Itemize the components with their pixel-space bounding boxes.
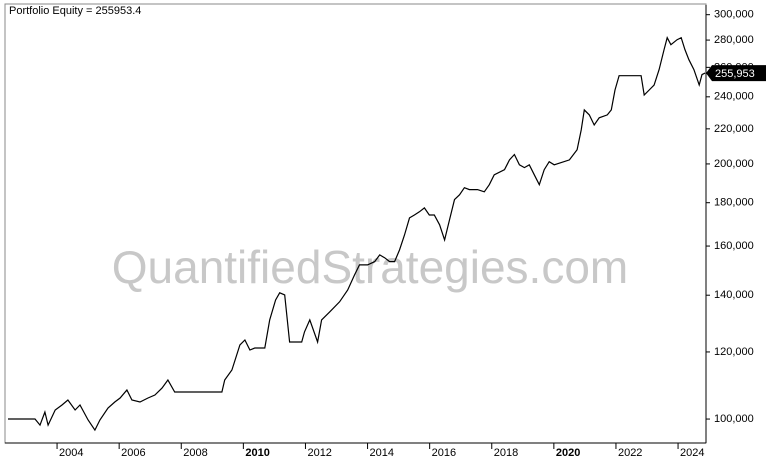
y-tick-label: 300,000 <box>714 9 754 21</box>
x-tick-label: 2014 <box>370 447 394 459</box>
watermark: QuantifiedStrategies.com <box>112 241 629 293</box>
x-tick-label: 2018 <box>494 447 518 459</box>
chart-title: Portfolio Equity = 255953.4 <box>9 5 141 17</box>
x-tick-label: 2016 <box>432 447 456 459</box>
x-tick-label: 2012 <box>307 447 331 459</box>
x-tick-label: 2004 <box>59 447 83 459</box>
equity-line <box>8 36 706 432</box>
y-tick-label: 160,000 <box>714 240 754 252</box>
x-tick-label: 2020 <box>556 447 580 459</box>
y-tick-label: 140,000 <box>714 289 754 301</box>
x-tick-label: 2008 <box>183 447 207 459</box>
y-tick-label: 200,000 <box>714 158 754 170</box>
y-tick-label: 280,000 <box>714 34 754 46</box>
last-value-tag <box>706 65 766 82</box>
y-tick-label: 240,000 <box>714 91 754 103</box>
y-tick-label: 100,000 <box>714 413 754 425</box>
x-tick-label: 2010 <box>245 447 269 459</box>
x-tick-label: 2024 <box>680 447 704 459</box>
y-tick-label: 220,000 <box>714 123 754 135</box>
x-tick-label: 2022 <box>618 447 642 459</box>
y-tick-label: 180,000 <box>714 197 754 209</box>
y-tick-label: 120,000 <box>714 346 754 358</box>
last-value-label: 255,953 <box>715 68 755 80</box>
plot-frame <box>4 3 707 444</box>
x-tick-label: 2006 <box>121 447 145 459</box>
